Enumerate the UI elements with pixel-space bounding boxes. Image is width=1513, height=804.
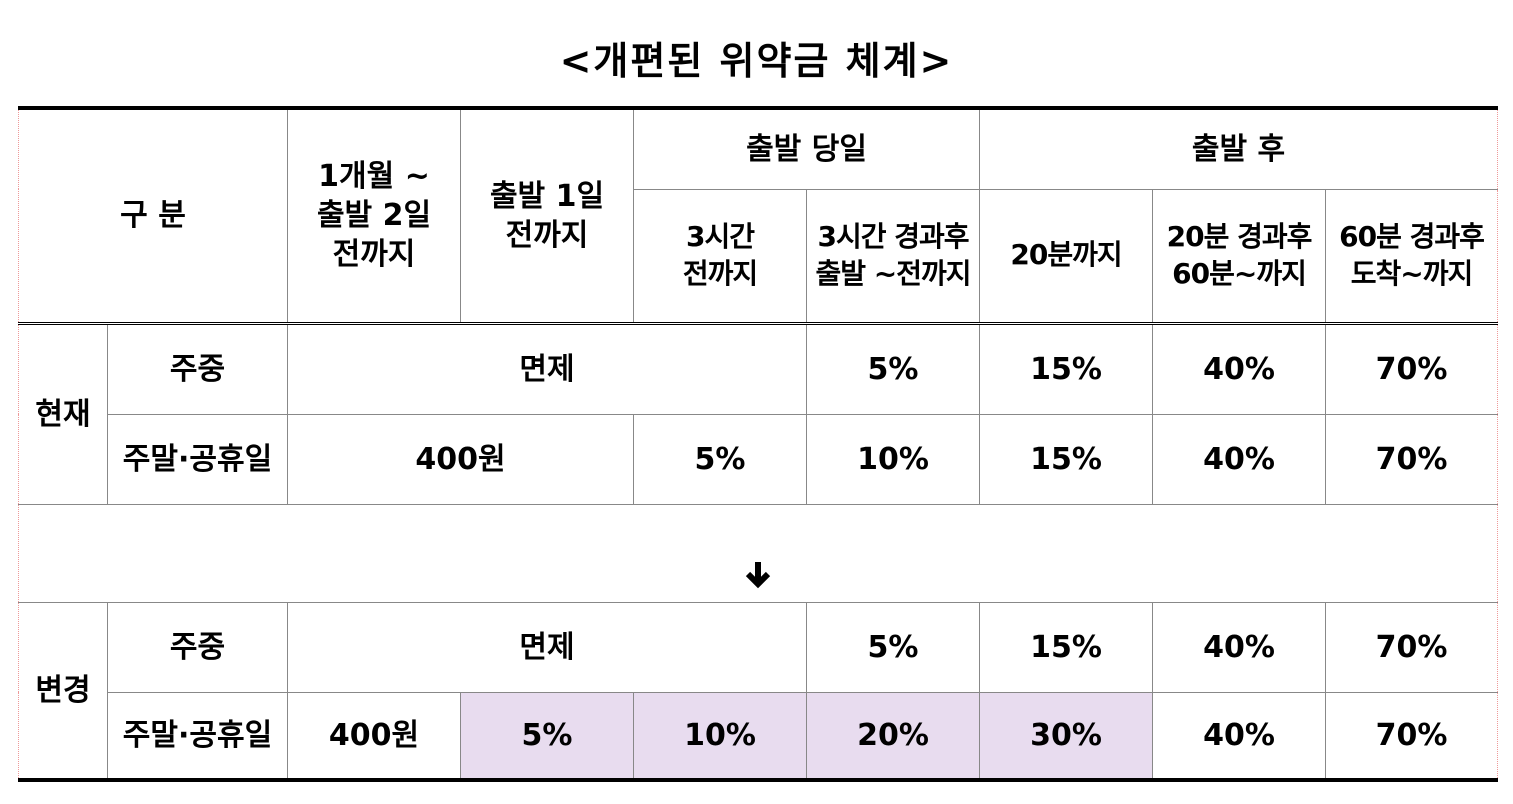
cell: 400원 <box>287 691 461 782</box>
cell: 40% <box>1152 691 1327 782</box>
cell: 70% <box>1325 691 1499 782</box>
cell: 15% <box>979 601 1154 693</box>
header-cell: 출발 1일 전까지 <box>460 106 634 325</box>
cell: 15% <box>979 322 1154 415</box>
cell: 70% <box>1325 601 1499 693</box>
cell: 10% <box>805 413 981 505</box>
group-label: 현재 <box>18 322 108 505</box>
header-cell: 출발 후 <box>979 106 1499 190</box>
header-cell: 20분까지 <box>979 188 1154 325</box>
row-label: 주중 <box>107 601 288 693</box>
penalty-table: 구 분 1개월 ~ 출발 2일 전까지 출발 1일 전까지 출발 당일 출발 후… <box>17 106 1499 782</box>
header-cell: 1개월 ~ 출발 2일 전까지 <box>287 106 461 325</box>
row-label: 주말·공휴일 <box>107 691 288 782</box>
cell: 70% <box>1325 322 1499 415</box>
cell: 10% <box>633 691 807 782</box>
cell: 20% <box>805 691 981 782</box>
row-label: 주말·공휴일 <box>107 413 288 505</box>
row-label: 주중 <box>107 322 288 415</box>
header-cell: 3시간 경과후 출발 ~전까지 <box>805 188 981 325</box>
title: <개편된 위약금 체계> <box>559 39 954 83</box>
header-cell: 60분 경과후 도착~까지 <box>1325 188 1499 325</box>
cell: 5% <box>633 413 807 505</box>
cell: 70% <box>1325 413 1499 505</box>
cell: 면제 <box>287 322 807 415</box>
cell: 5% <box>805 601 981 693</box>
header-cell: 3시간 전까지 <box>633 188 807 325</box>
cell: 40% <box>1152 322 1327 415</box>
cell: 40% <box>1152 413 1327 505</box>
cell: 5% <box>805 322 981 415</box>
arrow-row <box>17 503 1499 603</box>
cell: 400원 <box>287 413 634 505</box>
header-cell: 20분 경과후 60분~까지 <box>1152 188 1327 325</box>
header-cell: 구 분 <box>18 106 288 325</box>
cell: 40% <box>1152 601 1327 693</box>
down-arrow <box>745 561 771 588</box>
cell: 30% <box>979 691 1154 782</box>
cell: 5% <box>460 691 634 782</box>
cell: 면제 <box>287 601 807 693</box>
header-cell: 출발 당일 <box>632 106 981 190</box>
group-label: 변경 <box>18 601 108 782</box>
cell: 15% <box>979 413 1154 505</box>
